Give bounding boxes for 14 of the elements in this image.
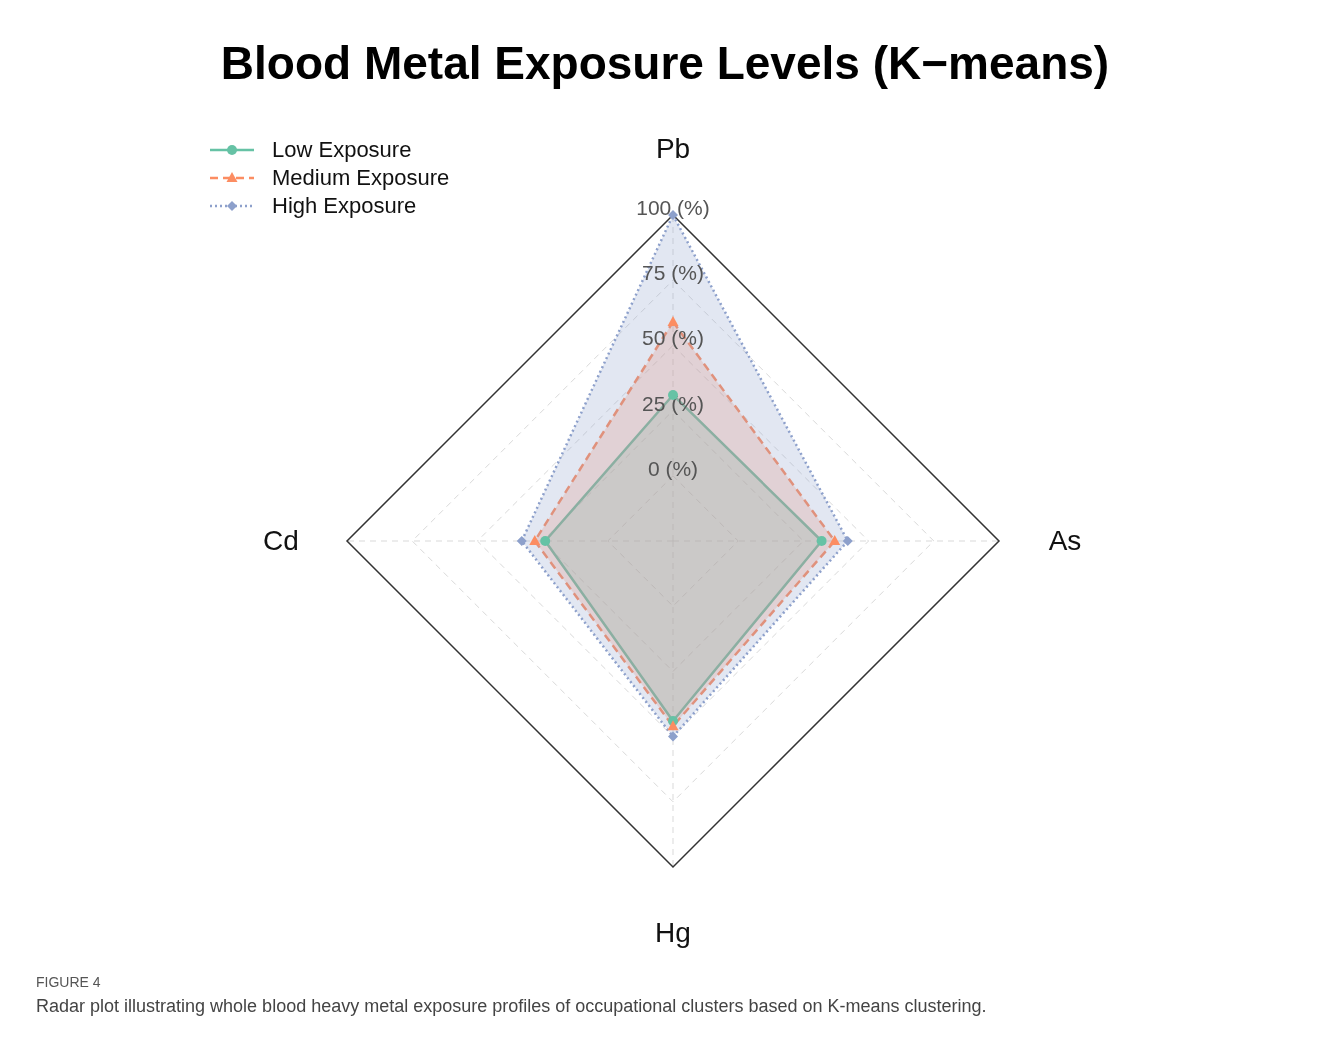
chart-title: Blood Metal Exposure Levels (K−means) bbox=[219, 36, 1111, 90]
y-tick-label: 100 (%) bbox=[636, 196, 710, 219]
spoke-label: Hg bbox=[655, 917, 691, 948]
y-tick-label: 0 (%) bbox=[647, 456, 699, 480]
spoke-label: As bbox=[1048, 525, 1082, 556]
legend-label: Medium Exposure bbox=[272, 165, 450, 191]
legend-label: High Exposure bbox=[272, 193, 417, 219]
y-tick-label: 50 (%) bbox=[642, 326, 704, 350]
spoke-label: Pb bbox=[655, 133, 691, 164]
spoke-label: Cd bbox=[263, 525, 299, 556]
legend-label: Low Exposure bbox=[272, 137, 412, 163]
text: Radar plot illustrating whole blood heavy metal exposure profiles of occupational clusters based on K-means clustering. bbox=[36, 996, 987, 1017]
caption: FIGURE 4 bbox=[36, 974, 101, 990]
y-tick-label: 75 (%) bbox=[642, 261, 704, 285]
